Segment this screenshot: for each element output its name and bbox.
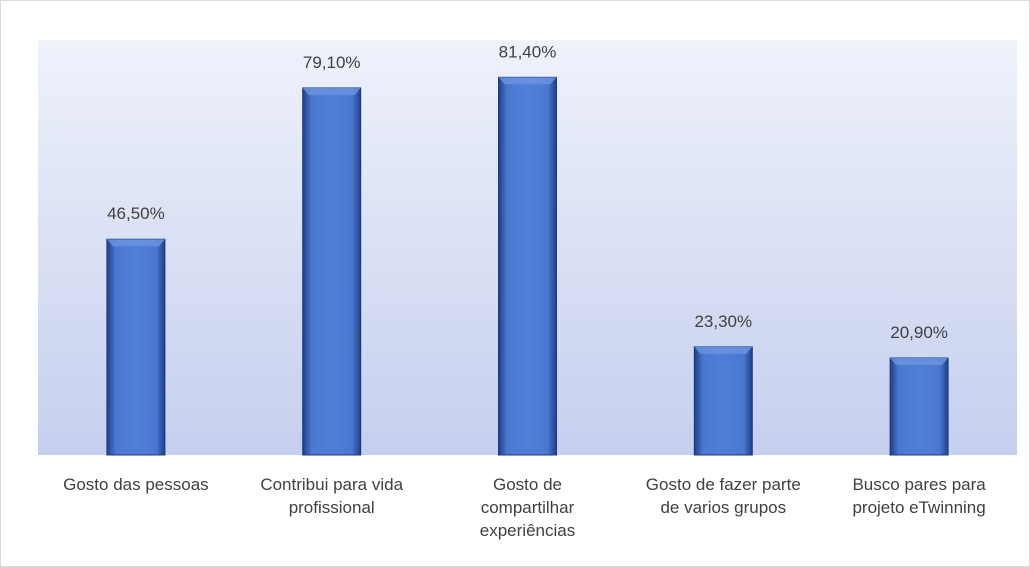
bar-bevel: [106, 239, 165, 247]
bar-bevel: [302, 87, 361, 95]
bar: [889, 357, 949, 456]
data-label: 81,40%: [499, 42, 557, 61]
bar: [693, 346, 753, 456]
bar: [302, 87, 362, 456]
bar: [106, 238, 166, 456]
x-tick-label: Gosto de compartilhar experiências: [479, 475, 576, 540]
data-label: 79,10%: [303, 53, 361, 72]
bar-bevel: [890, 358, 949, 366]
data-label: 23,30%: [694, 312, 752, 331]
x-tick-label: Busco pares para projeto eTwinning: [852, 475, 986, 517]
bar-bevel: [498, 77, 557, 85]
bar-bevel: [694, 346, 753, 354]
data-label: 46,50%: [107, 204, 165, 223]
data-label: 20,90%: [890, 323, 948, 342]
x-tick-label: Contribui para vida profissional: [260, 475, 404, 517]
bar: [498, 76, 557, 456]
x-tick-label: Gosto das pessoas: [63, 475, 209, 494]
x-tick-label: Gosto de fazer parte de varios grupos: [645, 475, 801, 517]
